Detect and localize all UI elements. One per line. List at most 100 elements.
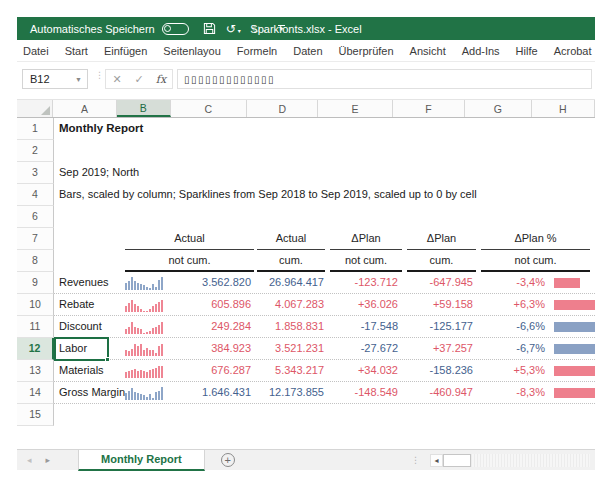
cell-C10[interactable]: 605.896 — [175, 294, 251, 316]
cell-G13[interactable]: +5,3% — [478, 360, 545, 382]
cell-G12[interactable]: -6,7% — [478, 338, 545, 360]
column-header-G[interactable]: G — [465, 100, 532, 117]
cell-G11[interactable]: -6,6% — [478, 316, 545, 338]
cell-E12[interactable]: -27.672 — [327, 338, 398, 360]
column-header-E[interactable]: E — [318, 100, 393, 117]
enter-button[interactable]: ✓ — [128, 73, 150, 86]
cell-C13[interactable]: 676.287 — [175, 360, 251, 382]
row-label-rebate[interactable]: Rebate — [59, 294, 94, 316]
row-header-11[interactable]: 11 — [17, 316, 54, 338]
ribbon-tab--berpr-fen[interactable]: Überprüfen — [331, 45, 402, 57]
ribbon-tab-hilfe[interactable]: Hilfe — [508, 45, 546, 57]
cell-C14[interactable]: 1.646.431 — [175, 382, 251, 404]
cell-G14[interactable]: -8,3% — [478, 382, 545, 404]
percent-bar-H14[interactable] — [554, 388, 595, 398]
row-header-4[interactable]: 4 — [17, 184, 54, 206]
cell-E11[interactable]: -17.548 — [327, 316, 398, 338]
sparkline-cell-B12[interactable] — [125, 338, 163, 360]
sparkline-cell-B9[interactable] — [125, 272, 163, 294]
prev-sheet-button[interactable]: ◂ — [27, 455, 32, 465]
cell-F10[interactable]: +59.158 — [404, 294, 473, 316]
column-header-C[interactable]: C — [171, 100, 248, 117]
ribbon-tab-start[interactable]: Start — [57, 45, 96, 57]
row-header-15[interactable]: 15 — [17, 404, 54, 426]
cell-D11[interactable]: 1.858.831 — [254, 316, 324, 338]
cell-D9[interactable]: 26.964.417 — [254, 272, 324, 294]
cell-G10[interactable]: +6,3% — [478, 294, 545, 316]
percent-bar-H13[interactable] — [554, 366, 595, 376]
percent-bar-H11[interactable] — [554, 322, 595, 332]
row-label-revenues[interactable]: Revenues — [59, 272, 109, 294]
select-all-corner[interactable] — [17, 100, 53, 117]
column-header-B[interactable]: B — [117, 100, 170, 117]
cell-A4-subtitle[interactable]: Bars, scaled by column; Sparklines from … — [59, 184, 477, 206]
row-header-13[interactable]: 13 — [17, 360, 54, 382]
cell-C12[interactable]: 384.923 — [175, 338, 251, 360]
sparkline-cell-B11[interactable] — [125, 316, 163, 338]
customize-qat-button[interactable]: ▾ — [278, 25, 285, 32]
ribbon-tab-add-ins[interactable]: Add-Ins — [454, 45, 508, 57]
row-header-1[interactable]: 1 — [17, 118, 54, 140]
tabbar-splitter[interactable]: ⋮ — [411, 458, 420, 462]
cell-D10[interactable]: 4.067.283 — [254, 294, 324, 316]
ribbon-tab-datei[interactable]: Datei — [17, 45, 57, 57]
selected-cell-B12[interactable] — [54, 337, 109, 361]
ribbon-tab-acrobat[interactable]: Acrobat — [546, 45, 600, 57]
row-header-7[interactable]: 7 — [17, 228, 54, 250]
ribbon-tab-daten[interactable]: Daten — [285, 45, 330, 57]
autosave-toggle[interactable] — [162, 23, 189, 35]
row-label-gross-margin[interactable]: Gross Margin — [59, 382, 125, 404]
cell-C11[interactable]: 249.284 — [175, 316, 251, 338]
new-sheet-button[interactable]: + — [221, 453, 235, 467]
cell-G9[interactable]: -3,4% — [478, 272, 545, 294]
scrollbar-track[interactable] — [471, 454, 590, 467]
column-header-D[interactable]: D — [247, 100, 318, 117]
column-header-H[interactable]: H — [532, 100, 595, 117]
column-header-A[interactable]: A — [53, 100, 117, 117]
row-label-discount[interactable]: Discount — [59, 316, 102, 338]
sparkline-cell-B14[interactable] — [125, 382, 163, 404]
scrollbar-thumb[interactable] — [443, 454, 471, 467]
redo-button[interactable]: ↻▾ — [251, 23, 266, 35]
cell-E9[interactable]: -123.712 — [327, 272, 398, 294]
sparkline-cell-B10[interactable] — [125, 294, 163, 316]
cell-D13[interactable]: 5.343.217 — [254, 360, 324, 382]
name-box[interactable]: B12 ▼ — [22, 69, 88, 89]
cell-E13[interactable]: +34.032 — [327, 360, 398, 382]
ribbon-tab-einf-gen[interactable]: Einfügen — [96, 45, 155, 57]
cell-E10[interactable]: +36.026 — [327, 294, 398, 316]
sparkline-cell-B13[interactable] — [125, 360, 163, 382]
row-label-materials[interactable]: Materials — [59, 360, 104, 382]
row-header-2[interactable]: 2 — [17, 140, 54, 162]
formulabar-drag-dots[interactable]: ⋮ — [95, 73, 104, 77]
row-header-10[interactable]: 10 — [17, 294, 54, 316]
cell-F14[interactable]: -460.947 — [404, 382, 473, 404]
insert-function-button[interactable]: fx — [150, 73, 172, 86]
row-header-12[interactable]: 12 — [17, 338, 54, 360]
formula-input[interactable]: ▯▯▯▯▯▯▯▯▯▯▯▯▯ — [177, 69, 592, 89]
scroll-left-button[interactable]: ◂ — [430, 454, 443, 467]
percent-bar-H10[interactable] — [554, 300, 595, 310]
ribbon-tab-ansicht[interactable]: Ansicht — [402, 45, 454, 57]
cell-F9[interactable]: -647.945 — [404, 272, 473, 294]
horizontal-scrollbar[interactable]: ◂ — [430, 453, 590, 468]
row-header-3[interactable]: 3 — [17, 162, 54, 184]
row-header-9[interactable]: 9 — [17, 272, 54, 294]
cell-D12[interactable]: 3.521.231 — [254, 338, 324, 360]
cell-E14[interactable]: -148.549 — [327, 382, 398, 404]
cell-F13[interactable]: -158.236 — [404, 360, 473, 382]
row-header-8[interactable]: 8 — [17, 250, 54, 272]
percent-bar-H9[interactable] — [554, 278, 580, 288]
save-button[interactable] — [203, 22, 216, 35]
cell-F12[interactable]: +37.257 — [404, 338, 473, 360]
cell-A1-title[interactable]: Monthly Report — [59, 118, 143, 140]
cell-C9[interactable]: 3.562.820 — [175, 272, 251, 294]
cell-A3-subtitle[interactable]: Sep 2019; North — [59, 162, 139, 184]
column-header-F[interactable]: F — [393, 100, 465, 117]
ribbon-tab-seitenlayou[interactable]: Seitenlayou — [155, 45, 229, 57]
next-sheet-button[interactable]: ▸ — [46, 455, 51, 465]
cell-F11[interactable]: -125.177 — [404, 316, 473, 338]
ribbon-tab-formeln[interactable]: Formeln — [229, 45, 285, 57]
row-header-14[interactable]: 14 — [17, 382, 54, 404]
cancel-button[interactable]: ✕ — [106, 73, 128, 86]
